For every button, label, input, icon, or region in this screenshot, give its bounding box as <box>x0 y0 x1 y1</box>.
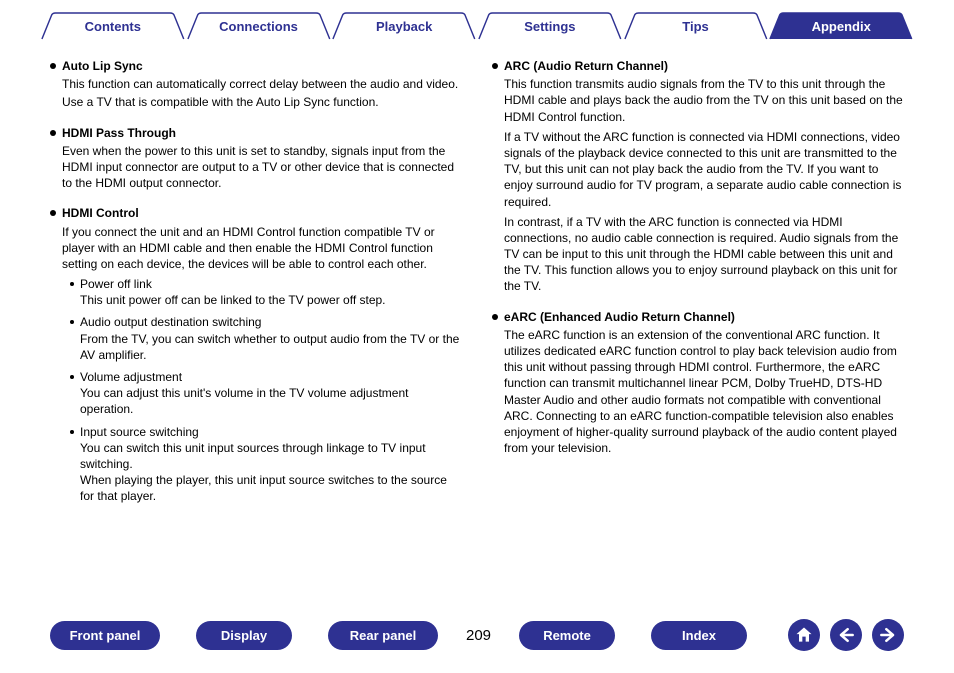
prev-icon[interactable] <box>830 619 862 651</box>
bullet-icon <box>70 430 74 434</box>
section-title: HDMI Control <box>62 205 139 221</box>
sub-list: Power off link This unit power off can b… <box>62 276 462 504</box>
rear-panel-button[interactable]: Rear panel <box>328 621 438 650</box>
index-button[interactable]: Index <box>651 621 747 650</box>
section-text: This function transmits audio signals fr… <box>504 76 904 125</box>
bullet-icon <box>70 282 74 286</box>
bullet-icon <box>50 63 56 69</box>
tab-tips[interactable]: Tips <box>623 12 769 40</box>
section-text: If a TV without the ARC function is conn… <box>504 129 904 210</box>
bullet-icon <box>492 314 498 320</box>
sub-title: Power off link <box>80 276 152 292</box>
tab-playback[interactable]: Playback <box>331 12 477 40</box>
right-column: ARC (Audio Return Channel) This function… <box>492 58 904 519</box>
section-text: Use a TV that is compatible with the Aut… <box>62 94 462 110</box>
tab-contents[interactable]: Contents <box>40 12 186 40</box>
nav-icons <box>788 619 904 651</box>
page-number: 209 <box>466 627 491 644</box>
content-area: Auto Lip Sync This function can automati… <box>0 40 954 519</box>
tab-label: Connections <box>219 19 298 34</box>
section-title: eARC (Enhanced Audio Return Channel) <box>504 309 735 325</box>
bullet-icon <box>50 210 56 216</box>
section-title: HDMI Pass Through <box>62 125 176 141</box>
sub-item-input-source: Input source switching You can switch th… <box>70 424 462 505</box>
remote-button[interactable]: Remote <box>519 621 615 650</box>
section-text: If you connect the unit and an HDMI Cont… <box>62 224 462 273</box>
sub-item-volume: Volume adjustment You can adjust this un… <box>70 369 462 418</box>
sub-title: Input source switching <box>80 424 199 440</box>
sub-item-audio-output: Audio output destination switching From … <box>70 314 462 363</box>
sub-text: You can adjust this unit's volume in the… <box>70 385 462 417</box>
sub-text: When playing the player, this unit input… <box>80 472 462 504</box>
bullet-icon <box>70 320 74 324</box>
tab-label: Tips <box>682 19 709 34</box>
section-title: ARC (Audio Return Channel) <box>504 58 668 74</box>
tab-settings[interactable]: Settings <box>477 12 623 40</box>
section-hdmi-control: HDMI Control If you connect the unit and… <box>50 205 462 504</box>
tab-label: Contents <box>85 19 141 34</box>
section-text: This function can automatically correct … <box>62 76 462 92</box>
sub-text: This unit power off can be linked to the… <box>70 292 462 308</box>
section-text: Even when the power to this unit is set … <box>62 143 462 192</box>
sub-item-power-off: Power off link This unit power off can b… <box>70 276 462 308</box>
tab-label: Settings <box>524 19 575 34</box>
section-title: Auto Lip Sync <box>62 58 143 74</box>
bullet-icon <box>70 375 74 379</box>
section-text: The eARC function is an extension of the… <box>504 327 904 457</box>
tab-label: Appendix <box>812 19 871 34</box>
bullet-icon <box>50 130 56 136</box>
front-panel-button[interactable]: Front panel <box>50 621 160 650</box>
next-icon[interactable] <box>872 619 904 651</box>
display-button[interactable]: Display <box>196 621 292 650</box>
section-earc: eARC (Enhanced Audio Return Channel) The… <box>492 309 904 457</box>
section-auto-lip-sync: Auto Lip Sync This function can automati… <box>50 58 462 111</box>
section-text: In contrast, if a TV with the ARC functi… <box>504 214 904 295</box>
home-icon[interactable] <box>788 619 820 651</box>
sub-title: Audio output destination switching <box>80 314 261 330</box>
section-hdmi-pass-through: HDMI Pass Through Even when the power to… <box>50 125 462 192</box>
sub-text: From the TV, you can switch whether to o… <box>70 331 462 363</box>
sub-text: You can switch this unit input sources t… <box>80 440 462 472</box>
top-tabs: Contents Connections Playback Settings T… <box>0 0 954 40</box>
tab-label: Playback <box>376 19 432 34</box>
footer-bar: Front panel Display Rear panel 209 Remot… <box>0 619 954 651</box>
left-column: Auto Lip Sync This function can automati… <box>50 58 462 519</box>
section-arc: ARC (Audio Return Channel) This function… <box>492 58 904 295</box>
sub-title: Volume adjustment <box>80 369 182 385</box>
bullet-icon <box>492 63 498 69</box>
tab-appendix[interactable]: Appendix <box>768 12 914 40</box>
tab-connections[interactable]: Connections <box>186 12 332 40</box>
